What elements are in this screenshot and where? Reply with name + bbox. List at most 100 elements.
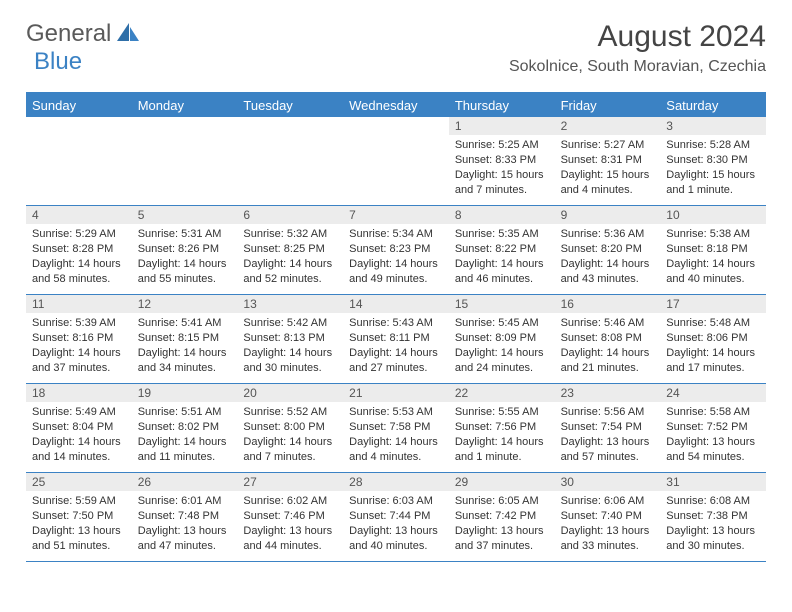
- day-body: Sunrise: 6:06 AMSunset: 7:40 PMDaylight:…: [555, 491, 661, 559]
- week-row: 1Sunrise: 5:25 AMSunset: 8:33 PMDaylight…: [26, 117, 766, 206]
- day-number: 4: [26, 206, 132, 224]
- logo-text-general: General: [26, 20, 111, 48]
- day-body: Sunrise: 5:45 AMSunset: 8:09 PMDaylight:…: [449, 313, 555, 381]
- day-body: Sunrise: 5:41 AMSunset: 8:15 PMDaylight:…: [132, 313, 238, 381]
- day-cell: 17Sunrise: 5:48 AMSunset: 8:06 PMDayligh…: [660, 295, 766, 383]
- day-number: 23: [555, 384, 661, 402]
- day-cell: 19Sunrise: 5:51 AMSunset: 8:02 PMDayligh…: [132, 384, 238, 472]
- daylight-text: Daylight: 14 hours and 27 minutes.: [349, 346, 443, 376]
- sunrise-text: Sunrise: 5:59 AM: [32, 494, 126, 509]
- daylight-text: Daylight: 14 hours and 24 minutes.: [455, 346, 549, 376]
- day-cell: 22Sunrise: 5:55 AMSunset: 7:56 PMDayligh…: [449, 384, 555, 472]
- sunrise-text: Sunrise: 6:05 AM: [455, 494, 549, 509]
- weekday-header: Friday: [555, 94, 661, 117]
- sunrise-text: Sunrise: 5:42 AM: [243, 316, 337, 331]
- daylight-text: Daylight: 13 hours and 44 minutes.: [243, 524, 337, 554]
- month-title: August 2024: [509, 20, 766, 54]
- sunset-text: Sunset: 8:16 PM: [32, 331, 126, 346]
- daylight-text: Daylight: 14 hours and 49 minutes.: [349, 257, 443, 287]
- day-cell: 24Sunrise: 5:58 AMSunset: 7:52 PMDayligh…: [660, 384, 766, 472]
- day-number: 6: [237, 206, 343, 224]
- day-number: 14: [343, 295, 449, 313]
- daylight-text: Daylight: 14 hours and 11 minutes.: [138, 435, 232, 465]
- day-cell: 31Sunrise: 6:08 AMSunset: 7:38 PMDayligh…: [660, 473, 766, 561]
- day-number: 8: [449, 206, 555, 224]
- day-number: 30: [555, 473, 661, 491]
- sunset-text: Sunset: 8:00 PM: [243, 420, 337, 435]
- day-cell: [26, 117, 132, 205]
- calendar: SundayMondayTuesdayWednesdayThursdayFrid…: [26, 92, 766, 562]
- day-body: Sunrise: 5:46 AMSunset: 8:08 PMDaylight:…: [555, 313, 661, 381]
- daylight-text: Daylight: 13 hours and 30 minutes.: [666, 524, 760, 554]
- sunrise-text: Sunrise: 5:53 AM: [349, 405, 443, 420]
- sunrise-text: Sunrise: 5:39 AM: [32, 316, 126, 331]
- day-number: 11: [26, 295, 132, 313]
- day-number: 15: [449, 295, 555, 313]
- sunset-text: Sunset: 7:44 PM: [349, 509, 443, 524]
- day-cell: 28Sunrise: 6:03 AMSunset: 7:44 PMDayligh…: [343, 473, 449, 561]
- sunset-text: Sunset: 8:09 PM: [455, 331, 549, 346]
- sunset-text: Sunset: 7:40 PM: [561, 509, 655, 524]
- day-cell: 2Sunrise: 5:27 AMSunset: 8:31 PMDaylight…: [555, 117, 661, 205]
- day-body: Sunrise: 5:52 AMSunset: 8:00 PMDaylight:…: [237, 402, 343, 470]
- day-number: 20: [237, 384, 343, 402]
- day-number: 18: [26, 384, 132, 402]
- sunrise-text: Sunrise: 5:34 AM: [349, 227, 443, 242]
- day-cell: 8Sunrise: 5:35 AMSunset: 8:22 PMDaylight…: [449, 206, 555, 294]
- daylight-text: Daylight: 14 hours and 1 minute.: [455, 435, 549, 465]
- day-body: Sunrise: 6:02 AMSunset: 7:46 PMDaylight:…: [237, 491, 343, 559]
- day-cell: 23Sunrise: 5:56 AMSunset: 7:54 PMDayligh…: [555, 384, 661, 472]
- sunset-text: Sunset: 8:15 PM: [138, 331, 232, 346]
- daylight-text: Daylight: 14 hours and 7 minutes.: [243, 435, 337, 465]
- logo-text-blue: Blue: [34, 48, 82, 76]
- sunset-text: Sunset: 8:18 PM: [666, 242, 760, 257]
- day-body: Sunrise: 5:49 AMSunset: 8:04 PMDaylight:…: [26, 402, 132, 470]
- sunset-text: Sunset: 8:08 PM: [561, 331, 655, 346]
- weekday-header: Monday: [132, 94, 238, 117]
- day-body: Sunrise: 5:29 AMSunset: 8:28 PMDaylight:…: [26, 224, 132, 292]
- sunrise-text: Sunrise: 5:32 AM: [243, 227, 337, 242]
- day-body: Sunrise: 5:25 AMSunset: 8:33 PMDaylight:…: [449, 135, 555, 203]
- day-body: Sunrise: 6:01 AMSunset: 7:48 PMDaylight:…: [132, 491, 238, 559]
- day-body: Sunrise: 5:42 AMSunset: 8:13 PMDaylight:…: [237, 313, 343, 381]
- sunrise-text: Sunrise: 5:52 AM: [243, 405, 337, 420]
- day-number: 12: [132, 295, 238, 313]
- day-cell: 29Sunrise: 6:05 AMSunset: 7:42 PMDayligh…: [449, 473, 555, 561]
- sunrise-text: Sunrise: 6:02 AM: [243, 494, 337, 509]
- daylight-text: Daylight: 14 hours and 30 minutes.: [243, 346, 337, 376]
- day-number: 21: [343, 384, 449, 402]
- logo: General: [26, 20, 143, 48]
- sunrise-text: Sunrise: 5:25 AM: [455, 138, 549, 153]
- day-cell: 11Sunrise: 5:39 AMSunset: 8:16 PMDayligh…: [26, 295, 132, 383]
- sunset-text: Sunset: 8:25 PM: [243, 242, 337, 257]
- daylight-text: Daylight: 15 hours and 4 minutes.: [561, 168, 655, 198]
- sunset-text: Sunset: 7:46 PM: [243, 509, 337, 524]
- day-body: Sunrise: 5:56 AMSunset: 7:54 PMDaylight:…: [555, 402, 661, 470]
- day-number: 31: [660, 473, 766, 491]
- daylight-text: Daylight: 13 hours and 37 minutes.: [455, 524, 549, 554]
- daylight-text: Daylight: 13 hours and 33 minutes.: [561, 524, 655, 554]
- daylight-text: Daylight: 13 hours and 47 minutes.: [138, 524, 232, 554]
- week-row: 4Sunrise: 5:29 AMSunset: 8:28 PMDaylight…: [26, 206, 766, 295]
- weekday-header: Tuesday: [237, 94, 343, 117]
- day-cell: 4Sunrise: 5:29 AMSunset: 8:28 PMDaylight…: [26, 206, 132, 294]
- weekday-header: Sunday: [26, 94, 132, 117]
- day-number: 7: [343, 206, 449, 224]
- day-body: Sunrise: 5:28 AMSunset: 8:30 PMDaylight:…: [660, 135, 766, 203]
- day-cell: 25Sunrise: 5:59 AMSunset: 7:50 PMDayligh…: [26, 473, 132, 561]
- day-cell: 26Sunrise: 6:01 AMSunset: 7:48 PMDayligh…: [132, 473, 238, 561]
- day-number: 19: [132, 384, 238, 402]
- week-row: 25Sunrise: 5:59 AMSunset: 7:50 PMDayligh…: [26, 473, 766, 562]
- sunset-text: Sunset: 8:23 PM: [349, 242, 443, 257]
- day-cell: 18Sunrise: 5:49 AMSunset: 8:04 PMDayligh…: [26, 384, 132, 472]
- sunrise-text: Sunrise: 5:58 AM: [666, 405, 760, 420]
- weekday-row: SundayMondayTuesdayWednesdayThursdayFrid…: [26, 94, 766, 117]
- header: General August 2024 Sokolnice, South Mor…: [0, 0, 792, 84]
- day-body: Sunrise: 5:43 AMSunset: 8:11 PMDaylight:…: [343, 313, 449, 381]
- daylight-text: Daylight: 15 hours and 7 minutes.: [455, 168, 549, 198]
- day-body: [26, 121, 132, 130]
- sunrise-text: Sunrise: 5:38 AM: [666, 227, 760, 242]
- logo-sail-icon: [115, 21, 141, 48]
- sunrise-text: Sunrise: 5:51 AM: [138, 405, 232, 420]
- sunset-text: Sunset: 7:38 PM: [666, 509, 760, 524]
